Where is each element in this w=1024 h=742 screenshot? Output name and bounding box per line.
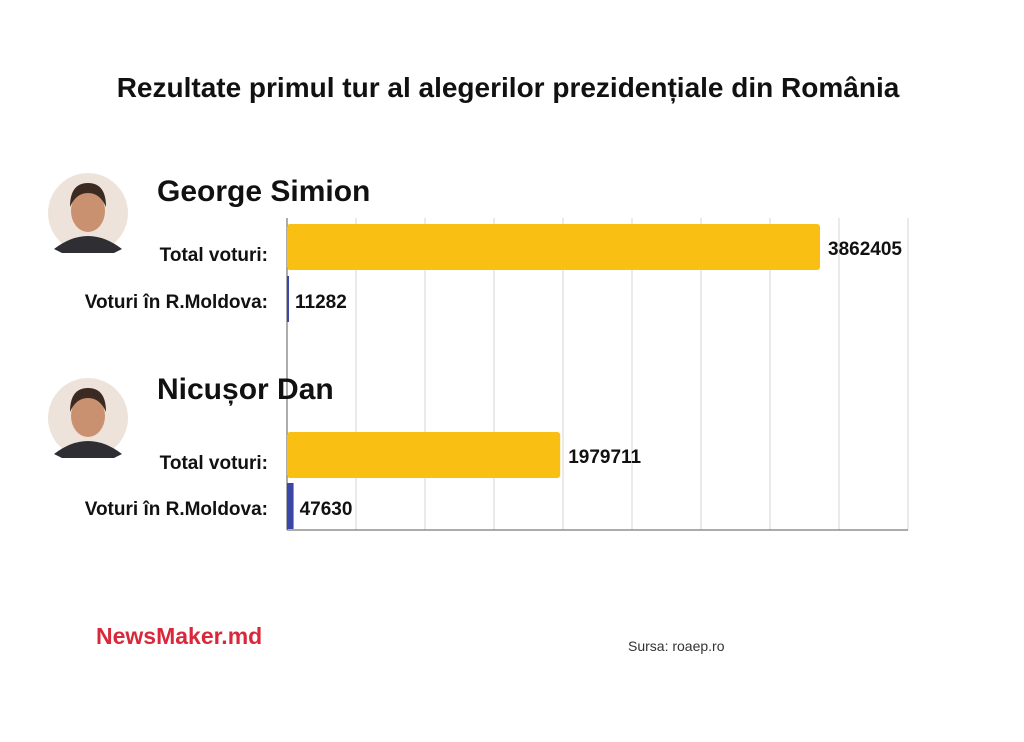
photo-hair [70, 388, 106, 412]
avatars [48, 173, 128, 458]
total-votes-value: 3862405 [828, 239, 902, 260]
photo-suit [54, 441, 122, 458]
labels: George Simion Total voturi: Voturi în R.Mo… [85, 175, 903, 520]
photo-face [71, 190, 105, 232]
moldova-votes-value: 11282 [295, 292, 347, 313]
total-votes-bar [287, 224, 821, 270]
moldova-votes-bar [287, 483, 294, 529]
bars [287, 224, 821, 529]
candidate-photo [48, 173, 128, 253]
moldova-votes-label: Voturi în R.Moldova: [85, 292, 268, 313]
moldova-votes-value: 47630 [300, 499, 353, 520]
source-note: Sursa: roaep.ro [628, 638, 725, 654]
total-votes-label: Total voturi: [160, 453, 268, 474]
newsmaker-logo: NewsMaker.md [96, 623, 262, 649]
chart-title: Rezultate primul tur al alegerilor prezi… [117, 72, 900, 103]
photo-suit [54, 236, 122, 253]
photo-hair [70, 183, 106, 207]
moldova-votes-label: Voturi în R.Moldova: [85, 499, 268, 520]
candidate-name: Nicușor Dan [157, 373, 334, 406]
total-votes-bar [287, 432, 561, 478]
total-votes-label: Total voturi: [160, 245, 268, 266]
total-votes-value: 1979711 [568, 447, 641, 468]
moldova-votes-bar [287, 276, 289, 322]
candidate-name: George Simion [157, 175, 370, 208]
candidate-photo [48, 378, 128, 458]
photo-face [71, 395, 105, 437]
